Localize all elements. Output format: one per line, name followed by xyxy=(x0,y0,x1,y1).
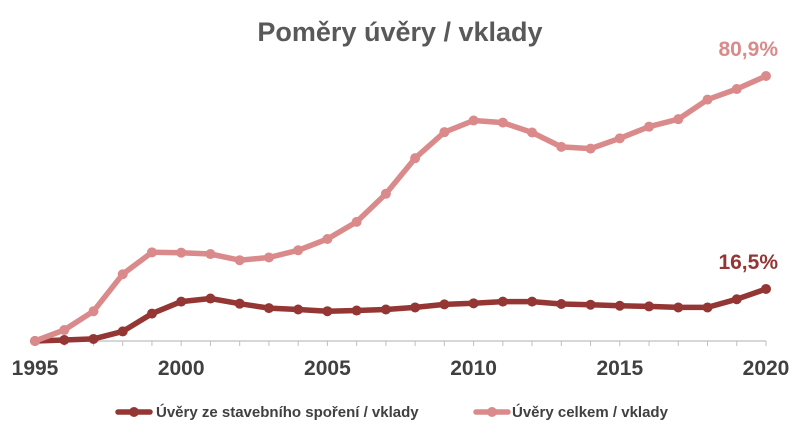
data-point xyxy=(731,294,742,305)
legend-label: Úvěry ze stavebního spoření / vklady xyxy=(156,403,419,421)
series-line xyxy=(32,73,769,344)
chart-title: Poměry úvěry / vklady xyxy=(257,17,542,47)
data-point xyxy=(585,143,596,154)
data-point xyxy=(731,84,742,95)
data-point xyxy=(761,283,771,294)
series-1 xyxy=(30,283,771,346)
data-point xyxy=(380,304,391,315)
axes: 1995 2000 2005 2010 2015 2020 xyxy=(12,340,790,380)
data-point xyxy=(146,308,157,319)
data-point xyxy=(263,252,274,263)
data-point xyxy=(117,326,128,337)
data-point xyxy=(351,216,362,227)
x-tick-label: 2015 xyxy=(596,357,643,380)
data-point xyxy=(761,71,771,82)
data-point xyxy=(263,303,274,314)
data-point xyxy=(497,296,508,307)
data-point xyxy=(293,304,304,315)
data-point xyxy=(205,249,216,260)
data-point xyxy=(410,153,421,164)
data-labels: 16,5% 80,9% xyxy=(718,38,778,274)
x-tick-label: 1995 xyxy=(12,357,59,380)
data-point xyxy=(468,115,479,126)
legend-item: Úvěry celkem / vklady xyxy=(473,403,669,421)
data-point xyxy=(205,293,216,304)
data-point xyxy=(614,133,625,144)
data-point xyxy=(146,247,157,258)
data-point xyxy=(88,306,99,317)
data-point xyxy=(59,334,70,345)
data-point xyxy=(293,245,304,256)
data-point xyxy=(497,117,508,128)
data-point xyxy=(322,233,333,244)
end-data-label: 16,5% xyxy=(718,251,778,274)
data-point xyxy=(439,127,450,138)
data-point xyxy=(527,127,538,138)
data-point xyxy=(702,94,713,105)
data-point xyxy=(556,299,567,310)
x-tick-label: 2000 xyxy=(158,357,205,380)
data-point xyxy=(176,296,187,307)
data-point xyxy=(351,305,362,316)
series-layer xyxy=(30,71,771,346)
data-point xyxy=(644,301,655,312)
data-point xyxy=(88,333,99,344)
data-point xyxy=(468,298,479,309)
legend: Úvěry ze stavebního spoření / vklady Úvěr… xyxy=(115,403,669,421)
data-point xyxy=(556,141,567,152)
data-point xyxy=(673,114,684,125)
legend-item: Úvěry ze stavebního spoření / vklady xyxy=(115,403,419,421)
data-point xyxy=(234,298,245,309)
data-point xyxy=(322,306,333,317)
data-point xyxy=(410,302,421,313)
x-tick-label: 2010 xyxy=(450,357,497,380)
legend-marker xyxy=(487,407,497,417)
data-point xyxy=(644,121,655,132)
data-point xyxy=(614,300,625,311)
data-point xyxy=(234,255,245,266)
series-2 xyxy=(30,71,771,346)
data-point xyxy=(59,325,70,336)
data-point xyxy=(527,296,538,307)
legend-label: Úvěry celkem / vklady xyxy=(512,403,669,421)
series-line xyxy=(32,286,769,344)
x-tick-label: 2020 xyxy=(743,357,790,380)
end-data-label: 80,9% xyxy=(718,38,778,61)
legend-marker xyxy=(129,407,139,417)
data-point xyxy=(380,188,391,199)
data-point xyxy=(439,299,450,310)
data-point xyxy=(585,299,596,310)
data-point xyxy=(30,336,40,346)
data-point xyxy=(176,247,187,258)
x-tick-label: 2005 xyxy=(304,357,351,380)
data-point xyxy=(117,269,128,280)
data-point xyxy=(673,302,684,313)
data-point xyxy=(702,302,713,313)
